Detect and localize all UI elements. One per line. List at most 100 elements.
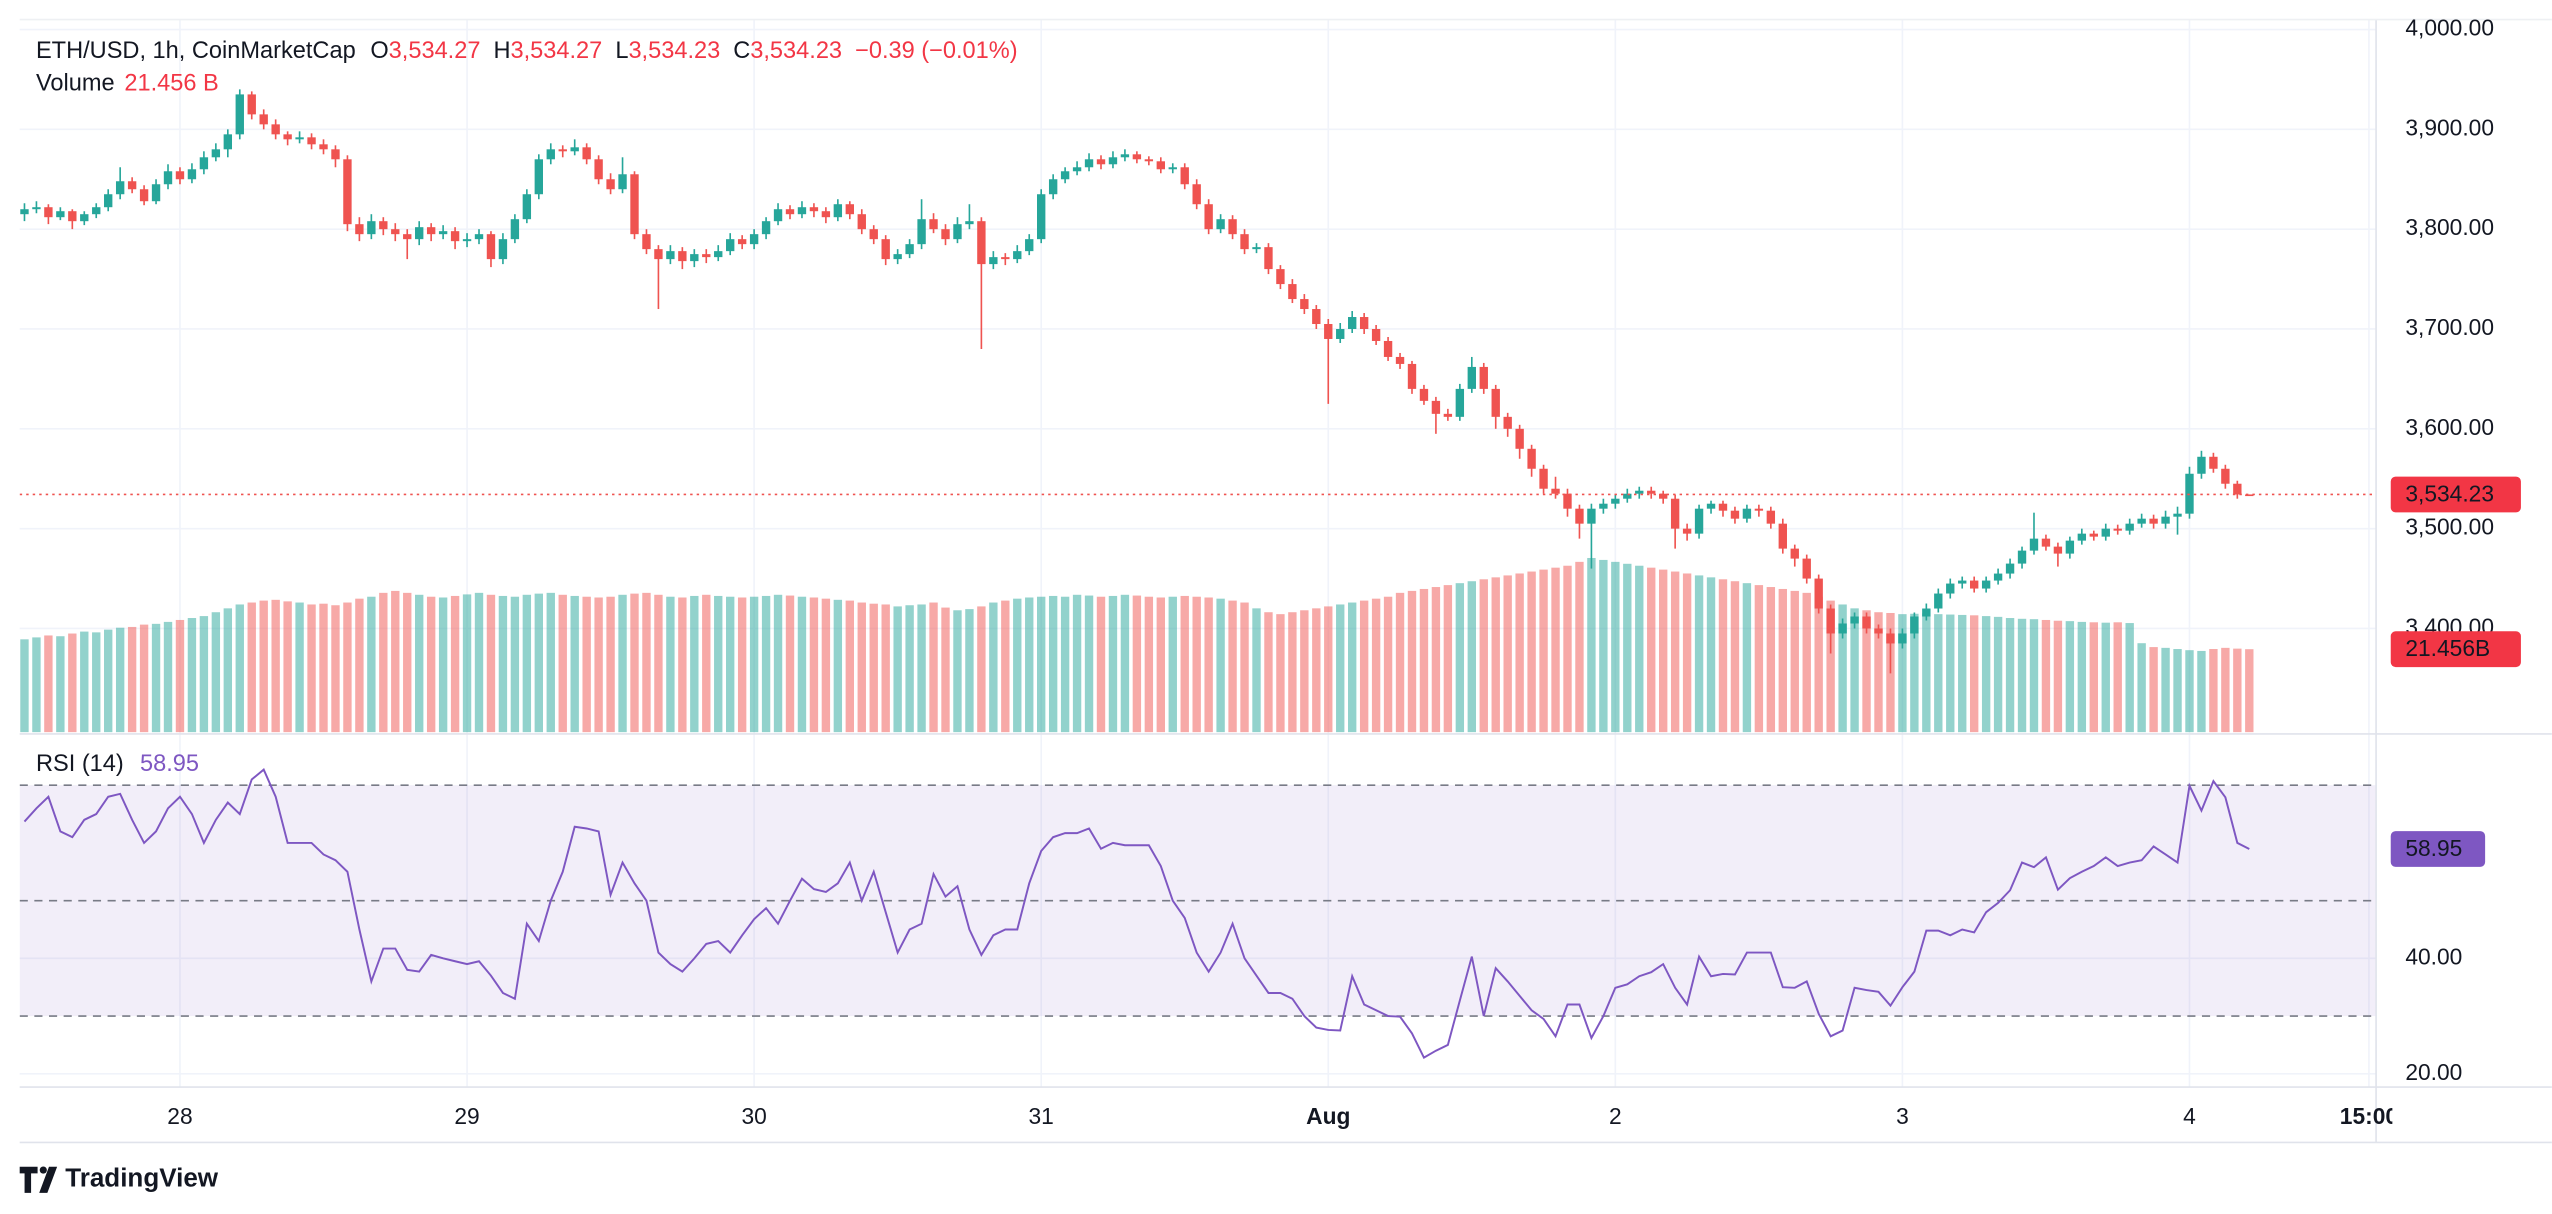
rsi-name: RSI (14) — [36, 750, 124, 776]
volume-bar — [1874, 612, 1883, 733]
volume-bar — [379, 592, 388, 733]
candle-body — [1419, 388, 1429, 401]
volume-bar — [785, 595, 795, 733]
candle-body — [426, 227, 436, 235]
candle-body — [1276, 269, 1285, 285]
time-axis: 28 29 30 31 Aug 2 3 4 15:00 — [167, 1103, 2398, 1129]
volume-bar — [1120, 594, 1130, 733]
volume-bar — [2053, 620, 2063, 733]
volume-bar — [391, 590, 400, 733]
candle-body — [881, 239, 890, 260]
candle-body — [1228, 219, 1237, 235]
volume-bar — [271, 599, 280, 733]
candle-body — [1958, 580, 1967, 584]
volume-bar — [1946, 614, 1955, 733]
x-tick-label: 15:00 — [2340, 1103, 2398, 1129]
volume-bar — [235, 604, 244, 733]
volume-bar — [1228, 600, 1237, 733]
volume-bar — [1862, 610, 1871, 733]
volume-bar — [1180, 595, 1189, 733]
candle-body — [450, 231, 460, 242]
volume-bar — [331, 605, 340, 733]
rsi-tag: 58.95 — [2405, 835, 2462, 861]
rsi-legend: RSI (14) 58.95 — [36, 750, 199, 776]
volume-bar — [1778, 588, 1787, 733]
candle-body — [714, 251, 723, 258]
candle-body — [1563, 493, 1572, 509]
candle-body — [1826, 608, 1835, 634]
volume-bar — [809, 597, 819, 733]
candle-body — [1946, 583, 1955, 594]
volume-bar — [259, 600, 268, 733]
volume-bar — [558, 594, 567, 733]
candle-body — [1658, 493, 1668, 499]
volume-bar — [1037, 596, 1046, 733]
candle-body — [1120, 154, 1130, 158]
candle-body — [570, 147, 579, 152]
volume-bar — [797, 596, 807, 733]
candle-body — [1718, 503, 1728, 511]
candle-body — [438, 231, 448, 235]
volume-bar — [1431, 587, 1441, 733]
volume-bar — [1419, 588, 1429, 733]
candle-body — [1874, 628, 1883, 634]
candle-body — [1754, 508, 1764, 511]
candle-body — [1048, 179, 1058, 195]
candle-body — [726, 239, 735, 252]
candle-body — [654, 249, 663, 260]
ohlc-value: 3,534.23 — [750, 37, 842, 63]
candle-body — [199, 157, 209, 170]
volume-bar — [761, 595, 771, 733]
volume-bar — [2041, 619, 2051, 733]
candle-body — [809, 207, 819, 212]
volume-bar — [1348, 602, 1357, 733]
volume-bar — [247, 602, 256, 733]
candle-body — [319, 144, 328, 150]
volume-bar — [1300, 610, 1309, 733]
volume-bar — [2029, 619, 2039, 733]
candle-body — [1431, 400, 1441, 414]
candle-body — [1611, 498, 1620, 504]
candle-body — [1623, 493, 1632, 499]
volume-bar — [438, 597, 448, 733]
candle-body — [1479, 366, 1488, 389]
candle-body — [1072, 167, 1082, 172]
volume-bar — [1838, 604, 1847, 733]
candle-body — [163, 171, 173, 185]
candle-body — [343, 159, 352, 225]
candle-body — [1587, 508, 1596, 524]
candle-body — [68, 211, 77, 222]
volume-bar — [2173, 649, 2182, 733]
volume-bar — [2221, 647, 2230, 733]
volume-bar — [1324, 606, 1333, 733]
candle-body — [2053, 546, 2063, 554]
volume-bar — [486, 594, 496, 733]
brand: TradingView — [19, 1163, 219, 1193]
candle-body — [773, 209, 783, 222]
volume-bar — [965, 609, 974, 733]
candle-body — [1324, 324, 1333, 339]
volume-bar — [977, 606, 986, 733]
volume-bar — [56, 636, 65, 733]
candle-body — [2197, 456, 2206, 474]
volume-bar — [1455, 583, 1465, 733]
candle-body — [977, 221, 986, 265]
candle-body — [1969, 580, 1979, 589]
candle-body — [1706, 503, 1716, 509]
brand-name: TradingView — [65, 1163, 219, 1193]
candle-body — [1922, 608, 1931, 617]
tags: 3,534.23 21.456B 58.95 — [2390, 476, 2521, 867]
rsi-tick-label: 20.00 — [2405, 1059, 2462, 1085]
volume-bar — [2137, 643, 2146, 733]
candle-body — [618, 174, 627, 190]
ohlc-value: 3,534.27 — [389, 37, 481, 63]
candle-body — [2101, 528, 2110, 537]
candle-body — [702, 254, 711, 258]
volume-bar — [32, 637, 41, 733]
volume-bar — [1001, 600, 1010, 733]
candle-body — [1599, 503, 1608, 509]
candle-body — [1467, 366, 1476, 389]
candle-body — [1359, 317, 1369, 329]
candle-body — [1575, 508, 1584, 524]
candle-body — [1898, 633, 1907, 644]
